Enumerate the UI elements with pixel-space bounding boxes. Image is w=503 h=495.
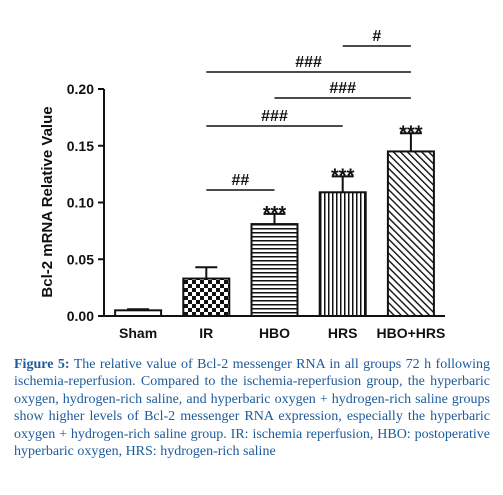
significance-label: *** <box>331 165 355 187</box>
x-tick-label: Sham <box>119 325 157 341</box>
y-tick-label: 0.10 <box>67 195 94 211</box>
x-tick-label: HBO <box>259 325 290 341</box>
x-tick-label: HRS <box>328 325 358 341</box>
x-tick-label: IR <box>199 325 213 341</box>
comparison-label: ### <box>295 54 322 71</box>
bar <box>114 309 163 318</box>
comparison-label: # <box>372 28 381 45</box>
comparison-label: ## <box>232 172 250 189</box>
y-tick-label: 0.20 <box>67 81 94 97</box>
bar <box>250 223 299 317</box>
comparison-label: ### <box>261 108 288 125</box>
significance-label: *** <box>399 122 423 144</box>
caption-text: The relative value of Bcl-2 messenger RN… <box>14 357 490 460</box>
y-tick-label: 0.15 <box>67 138 94 154</box>
bar <box>386 150 435 317</box>
x-tick-label: HBO+HRS <box>376 325 445 341</box>
y-tick-label: 0.05 <box>67 251 94 267</box>
caption-label: Figure 5: <box>14 357 70 372</box>
caption: Figure 5: The relative value of Bcl-2 me… <box>14 356 490 460</box>
significance-label: *** <box>263 203 287 225</box>
chart: Bcl-2 mRNA Relative Value 0.00 0.05 0.10 0.… <box>39 28 445 341</box>
bar <box>182 277 231 318</box>
y-axis-label: Bcl-2 mRNA Relative Value <box>39 106 56 297</box>
y-tick-label: 0.00 <box>67 308 94 324</box>
bar <box>318 191 367 317</box>
comparison-label: ### <box>329 80 356 97</box>
